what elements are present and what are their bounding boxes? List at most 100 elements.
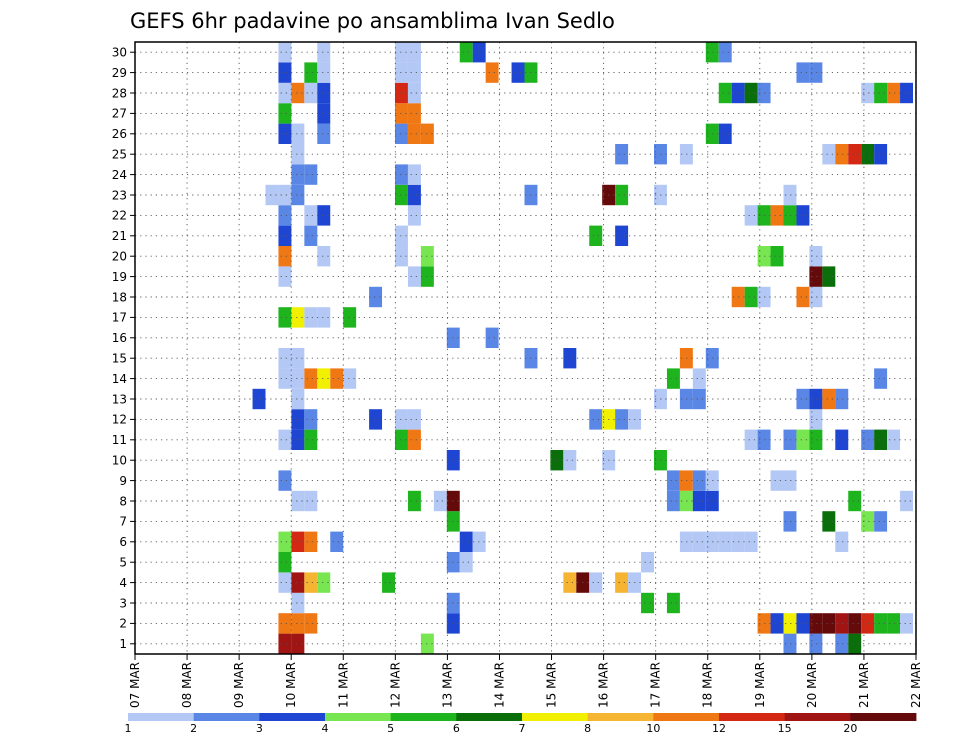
heatmap-cell — [861, 511, 875, 532]
x-tick-label: 21 MAR — [857, 662, 871, 708]
x-tick-label: 08 MAR — [180, 662, 194, 708]
heatmap-cell — [757, 205, 771, 226]
heatmap-cell — [809, 429, 823, 450]
heatmap-cell — [887, 613, 901, 634]
heatmap-cell — [278, 368, 292, 389]
heatmap-cell — [744, 82, 758, 104]
heatmap-cell — [278, 348, 292, 369]
heatmap-cell — [317, 572, 331, 593]
heatmap-cell — [861, 82, 875, 104]
heatmap-cell — [278, 82, 292, 104]
heatmap-cell — [304, 429, 318, 450]
heatmap-cell — [395, 409, 408, 430]
y-tick-label: 6 — [119, 535, 127, 549]
x-tick-label: 11 MAR — [336, 662, 350, 708]
heatmap-cell — [848, 490, 862, 512]
heatmap-cell — [278, 266, 292, 287]
heatmap-cell — [563, 572, 577, 593]
y-tick-label: 13 — [112, 392, 127, 406]
y-tick-label: 18 — [112, 290, 127, 304]
heatmap-cell — [666, 368, 680, 389]
colorbar-swatch — [390, 713, 457, 721]
heatmap-cell — [304, 531, 318, 552]
colorbar-label: 3 — [256, 722, 263, 735]
colorbar-swatch — [128, 713, 195, 721]
heatmap-cell — [407, 42, 421, 63]
heatmap-cell — [304, 62, 318, 83]
y-tick-label: 26 — [112, 127, 127, 141]
heatmap-cell — [874, 144, 888, 165]
heatmap-cell — [874, 511, 888, 532]
heatmap-cell — [278, 225, 292, 246]
heatmap-cell — [783, 511, 797, 532]
heatmap-cell — [278, 184, 292, 206]
grid-lines — [135, 42, 916, 654]
heatmap-cell — [666, 592, 680, 614]
heatmap-cell — [835, 613, 849, 634]
heatmap-cell — [278, 572, 292, 593]
heatmap-cell — [615, 409, 629, 430]
colorbar-label: 6 — [453, 722, 460, 735]
heatmap-cell — [615, 184, 629, 206]
heatmap-cell — [304, 490, 318, 512]
heatmap-cell — [770, 613, 784, 634]
y-tick-label: 24 — [112, 168, 127, 182]
heatmap-cell — [304, 307, 318, 328]
heatmap-cell — [744, 429, 758, 450]
x-tick-label: 16 MAR — [597, 662, 611, 708]
heatmap-cell — [757, 246, 771, 267]
heatmap-cell — [718, 531, 732, 552]
heatmap-cell — [317, 246, 331, 267]
heatmap-cell — [304, 164, 318, 185]
heatmap-cell — [304, 82, 318, 104]
heatmap-cell — [278, 633, 292, 654]
x-axis: 07 MAR 08 MAR 09 MAR 10 MAR 11 MAR 12 MAR 13 M… — [128, 654, 923, 708]
heatmap-cell — [900, 490, 913, 512]
heatmap-cell — [395, 123, 408, 144]
heatmap-cell — [822, 613, 836, 634]
y-tick-label: 15 — [112, 352, 127, 366]
heatmap-cell — [796, 286, 810, 308]
heatmap-cell — [809, 266, 823, 287]
heatmap-cell — [395, 246, 408, 267]
y-tick-label: 12 — [112, 413, 127, 427]
heatmap-cell — [809, 409, 823, 430]
heatmap-cell — [291, 348, 305, 369]
heatmap-cell — [317, 82, 331, 104]
heatmap-cell — [291, 123, 305, 144]
heatmap-cell — [407, 184, 421, 206]
y-tick-label: 29 — [112, 66, 127, 80]
heatmap-cell — [900, 82, 913, 104]
y-tick-label: 27 — [112, 107, 127, 121]
heatmap-cell — [874, 82, 888, 104]
heatmap-cell — [395, 225, 408, 246]
heatmap-cell — [731, 82, 745, 104]
colorbar-label: 20 — [843, 722, 857, 735]
heatmap-cell — [278, 470, 292, 491]
heatmap-cell — [343, 307, 357, 328]
heatmap-cell — [369, 286, 383, 308]
heatmap-cell — [861, 144, 875, 165]
y-tick-label: 23 — [112, 188, 127, 202]
heatmap-cell — [291, 184, 305, 206]
heatmap-cell — [433, 490, 447, 512]
y-tick-label: 3 — [119, 596, 127, 610]
heatmap-cell — [731, 286, 745, 308]
y-tick-label: 14 — [112, 372, 127, 386]
heatmap-cell — [278, 429, 292, 450]
heatmap-cell — [757, 429, 771, 450]
y-tick-label: 17 — [112, 311, 127, 325]
heatmap-cell — [511, 62, 525, 83]
heatmap-cell — [304, 572, 318, 593]
heatmap-cell — [407, 205, 421, 226]
heatmap-cell — [848, 613, 862, 634]
y-tick-label: 2 — [119, 617, 127, 631]
heatmap-cell — [861, 429, 875, 450]
heatmap-cell — [589, 409, 603, 430]
heatmap-cell — [291, 531, 305, 552]
heatmap-cell — [887, 429, 901, 450]
y-tick-label: 5 — [119, 556, 127, 570]
colorbar-label: 12 — [712, 722, 726, 735]
colorbar-label: 5 — [387, 722, 394, 735]
heatmap-cell — [304, 205, 318, 226]
